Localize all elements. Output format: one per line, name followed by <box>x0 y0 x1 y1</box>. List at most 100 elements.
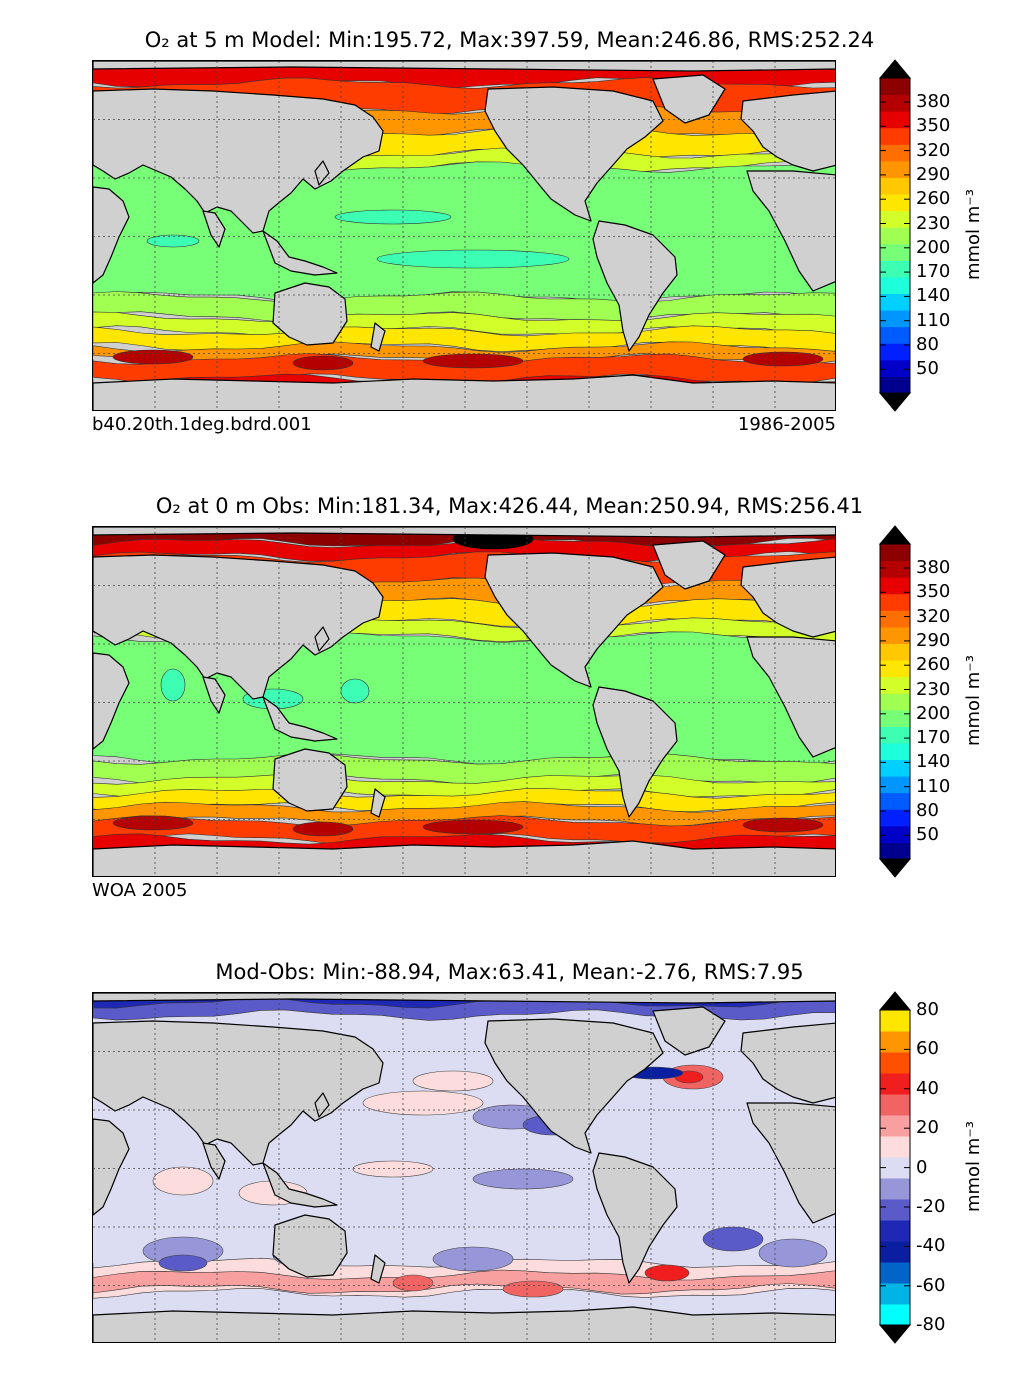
land-polygon <box>746 170 835 292</box>
contour-blob <box>152 1166 214 1196</box>
contour-blob <box>502 1280 564 1298</box>
land-polygon <box>272 1214 348 1278</box>
map-graticule <box>93 61 835 410</box>
obs-map-svg <box>93 527 835 876</box>
contour-blob <box>644 1264 690 1282</box>
colorbar-swatch <box>880 660 910 678</box>
land-polygon <box>202 210 226 248</box>
contour-blob <box>158 1254 208 1272</box>
colorbar-swatch <box>880 276 910 295</box>
colorbar-swatch <box>880 326 910 344</box>
contour-blob <box>472 1168 574 1190</box>
contour-blob <box>412 1070 494 1092</box>
colorbar-swatch <box>880 1136 910 1158</box>
land-polygon <box>314 626 330 652</box>
diff-colorbar-unit: mmol m⁻³ <box>963 1120 985 1213</box>
obs-title: O₂ at 0 m Obs: Min:181.34, Max:426.44, M… <box>155 494 864 518</box>
obs-map[interactable] <box>92 526 836 877</box>
colorbar-swatch <box>880 1304 910 1326</box>
colorbar-tick-label: 260 <box>916 188 951 210</box>
colorbar-swatch <box>880 1157 910 1179</box>
colorbar-swatch <box>880 194 910 212</box>
land-polygon <box>592 1152 678 1284</box>
colorbar-tick-label: 140 <box>916 751 951 773</box>
land-polygon <box>93 1020 384 1166</box>
colorbar-swatch <box>880 759 910 777</box>
colorbar-swatch <box>880 643 910 661</box>
land-polygon <box>93 993 835 1004</box>
land-polygon <box>93 652 130 750</box>
colorbar-swatch <box>880 1031 910 1053</box>
land-polygon <box>370 322 386 352</box>
colorbar-swatch <box>880 1094 910 1116</box>
contour-blob <box>112 349 194 365</box>
colorbar-tick-label: 80 <box>916 334 939 355</box>
colorbar-swatch <box>880 343 910 361</box>
colorbar-tick-label: 200 <box>916 702 951 724</box>
land-polygon <box>592 686 678 818</box>
land-polygon <box>93 1306 835 1342</box>
colorbar-tick-label: 80 <box>916 800 939 821</box>
contour-blob <box>146 234 200 248</box>
colorbar-swatch <box>880 560 910 578</box>
colorbar-swatch <box>880 78 910 96</box>
colorbar-swatch <box>880 127 910 145</box>
colorbar-swatch <box>880 1073 910 1095</box>
land-polygon <box>746 636 835 758</box>
contour-blob <box>292 821 354 837</box>
colorbar-tick-label: 170 <box>916 727 951 749</box>
colorbar-swatch <box>880 1220 910 1242</box>
model-colorbar[interactable] <box>878 59 912 412</box>
colorbar-tick-label: 60 <box>916 1038 939 1060</box>
diff-map[interactable] <box>92 992 836 1343</box>
colorbar-swatch <box>880 742 910 761</box>
land-polygon <box>740 556 835 638</box>
colorbar-swatch <box>880 726 910 744</box>
contour-blob <box>742 817 824 833</box>
contour-blob <box>702 1226 764 1252</box>
colorbar-tick-label: 40 <box>916 1077 939 1099</box>
contour-band <box>93 1269 835 1295</box>
colorbar-swatch <box>880 94 910 112</box>
colorbar-tick-label: 50 <box>916 358 939 380</box>
colorbar-tick-label: 200 <box>916 236 951 258</box>
land-polygon <box>202 676 226 714</box>
model-map[interactable] <box>92 60 836 411</box>
land-polygon <box>93 527 835 538</box>
colorbar-swatch <box>880 1262 910 1284</box>
colorbar-swatch <box>880 376 910 394</box>
land-polygon <box>370 1254 386 1284</box>
colorbar-tick-label: 320 <box>916 139 951 161</box>
land-polygon <box>262 230 338 276</box>
obs-colorbar[interactable] <box>878 525 912 878</box>
contour-blob <box>392 1274 434 1292</box>
diff-colorbar[interactable] <box>878 991 912 1344</box>
contour-blob <box>742 351 824 367</box>
colorbar-swatch <box>880 593 910 611</box>
land-polygon <box>93 840 835 876</box>
land-polygon <box>740 90 835 172</box>
colorbar-extend-top <box>878 991 912 1011</box>
land-polygon <box>652 74 726 124</box>
colorbar-tick-label: 260 <box>916 654 951 676</box>
diff-title: Mod-Obs: Min:-88.94, Max:63.41, Mean:-2.… <box>215 960 804 984</box>
colorbar-extend-top <box>878 59 912 79</box>
land-polygon <box>746 1102 835 1224</box>
colorbar-tick-label: 110 <box>916 309 951 331</box>
colorbar-swatch <box>880 1283 910 1305</box>
obs-caption-left: WOA 2005 <box>92 880 188 901</box>
model-colorbar-svg <box>878 59 912 412</box>
land-mask <box>93 61 835 410</box>
obs-colorbar-unit: mmol m⁻³ <box>963 654 985 747</box>
colorbar-swatch <box>880 842 910 860</box>
colorbar-tick-label: 0 <box>916 1156 928 1178</box>
colorbar-extend-bottom <box>878 858 912 878</box>
colorbar-tick-label: 230 <box>916 212 951 234</box>
contour-blob <box>112 815 194 831</box>
colorbar-swatch <box>880 693 910 711</box>
model-map-svg <box>93 61 835 410</box>
colorbar-tick-label: 290 <box>916 163 951 185</box>
colorbar-tick-label: -80 <box>916 1314 946 1336</box>
land-polygon <box>93 186 130 284</box>
land-polygon <box>484 86 664 222</box>
